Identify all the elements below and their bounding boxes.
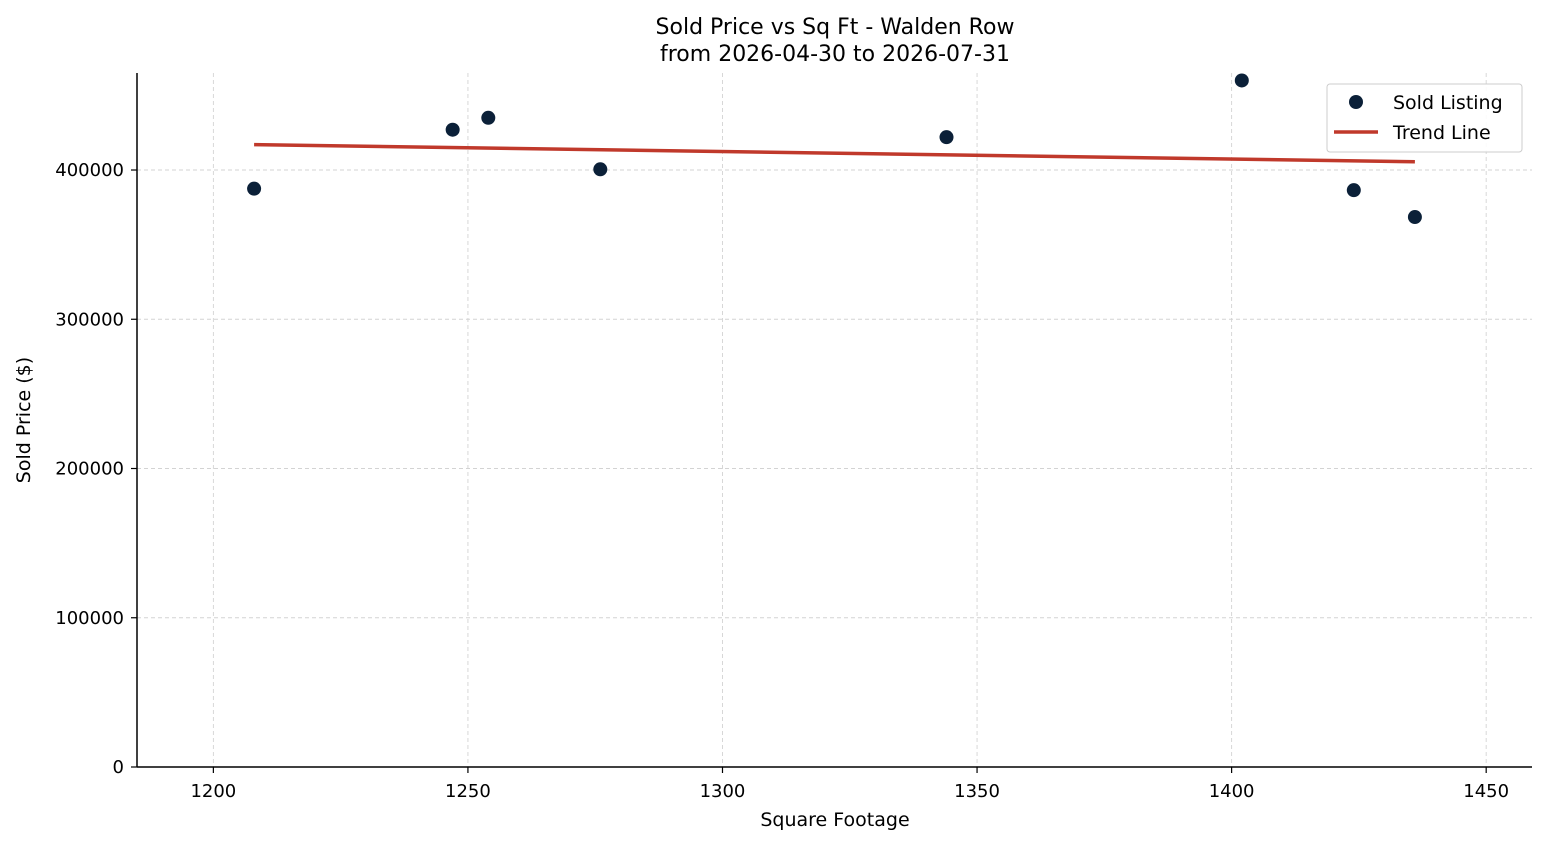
- sold-listing-point: [593, 162, 608, 177]
- sold-listing-point: [445, 122, 460, 137]
- grid: [137, 73, 1532, 768]
- legend: Sold Listing Trend Line: [1326, 83, 1523, 153]
- x-tick-label: 1400: [1209, 781, 1255, 802]
- y-tick-label: 100000: [55, 608, 124, 629]
- trend-line: [254, 142, 1415, 164]
- sold-listing-point: [939, 130, 954, 145]
- data-points: [247, 73, 1422, 225]
- chart-subtitle: from 2026-04-30 to 2026-07-31: [660, 42, 1010, 67]
- x-tick-label: 1250: [445, 781, 491, 802]
- y-tick-label: 400000: [55, 160, 124, 181]
- y-tick-label: 200000: [55, 459, 124, 480]
- trend-line-layer: [254, 142, 1415, 164]
- x-tick-label: 1300: [700, 781, 746, 802]
- x-axis-label: Square Footage: [760, 809, 909, 831]
- x-tick-label: 1200: [190, 781, 236, 802]
- legend-marker-sold-listing: [1349, 95, 1363, 109]
- tick-labels: 1200 1250 1300 1350 1400 1450 0 100000 200000 300…: [55, 160, 1509, 802]
- sold-listing-point: [1346, 183, 1361, 198]
- sold-listing-point: [1234, 73, 1249, 88]
- sold-listing-point: [481, 110, 496, 125]
- sold-listing-point: [247, 181, 262, 196]
- chart-title: Sold Price vs Sq Ft - Walden Row: [656, 15, 1015, 40]
- x-tick-label: 1350: [954, 781, 1000, 802]
- x-tick-label: 1450: [1463, 781, 1509, 802]
- sold-listing-point: [1407, 210, 1422, 225]
- legend-label-trend-line: Trend Line: [1392, 122, 1491, 144]
- y-tick-label: 0: [113, 757, 124, 778]
- y-tick-label: 300000: [55, 309, 124, 330]
- legend-label-sold-listing: Sold Listing: [1393, 92, 1503, 114]
- y-axis-label: Sold Price ($): [13, 357, 35, 483]
- legend-box: [1326, 83, 1523, 153]
- axes: [131, 73, 1532, 773]
